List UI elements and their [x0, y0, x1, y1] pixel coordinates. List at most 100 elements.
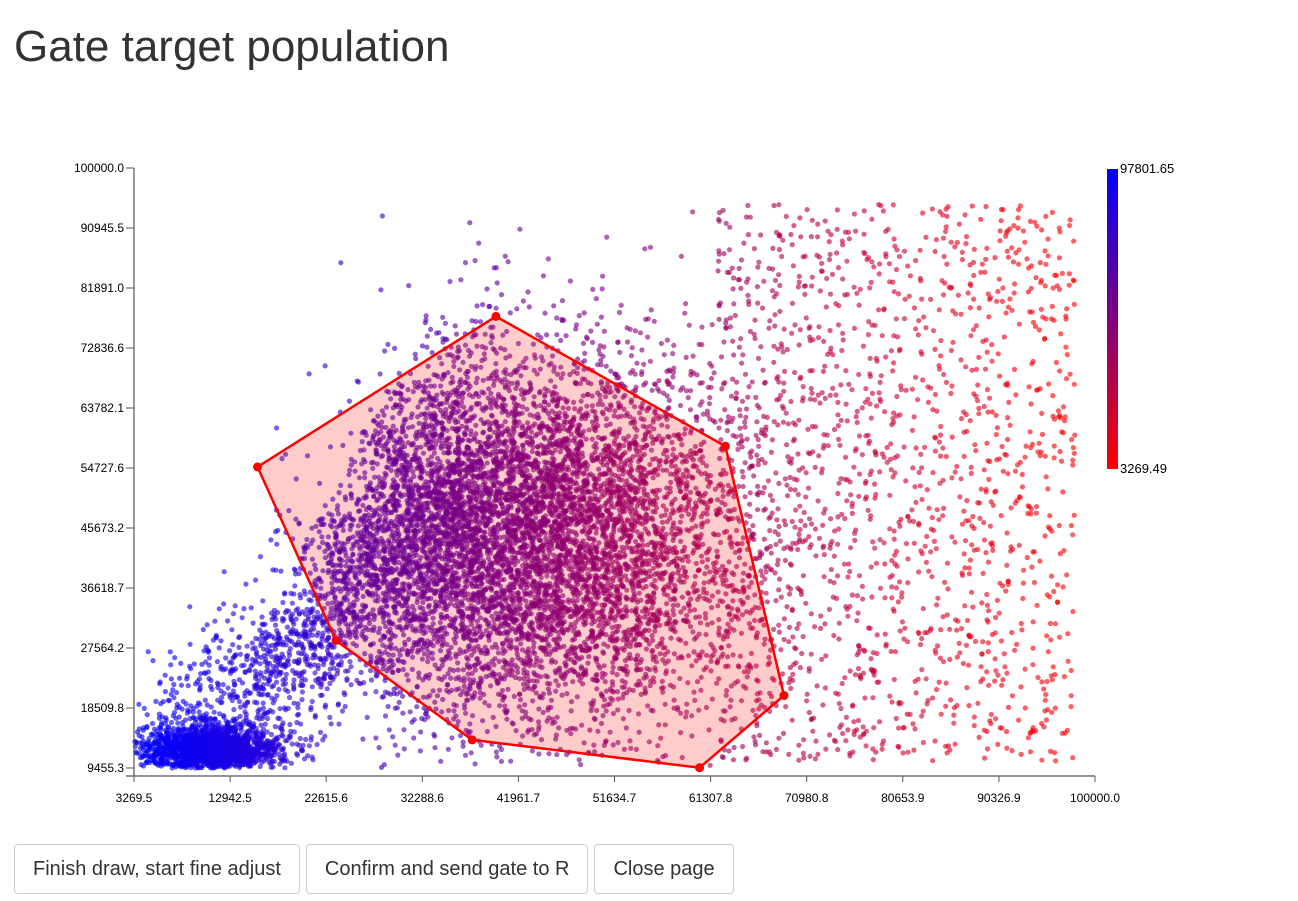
- scatter-point: [828, 566, 835, 573]
- scatter-point: [162, 721, 168, 727]
- scatter-point: [236, 644, 242, 651]
- scatter-point: [153, 698, 159, 705]
- scatter-point: [231, 733, 237, 739]
- scatter-point: [270, 668, 276, 674]
- scatter-point: [176, 727, 182, 734]
- scatter-point: [755, 355, 762, 361]
- scatter-point: [238, 755, 244, 761]
- scatter-point: [274, 693, 280, 699]
- scatter-point: [229, 754, 235, 760]
- scatter-point: [144, 712, 150, 718]
- scatter-point: [291, 621, 297, 627]
- scatter-point: [194, 678, 201, 685]
- scatter-point: [690, 209, 696, 215]
- scatter-point: [225, 618, 231, 624]
- scatter-point: [272, 612, 278, 618]
- scatter-point: [273, 653, 279, 659]
- scatter-point: [294, 741, 300, 747]
- scatter-point: [178, 660, 184, 667]
- scatter-point: [194, 703, 200, 709]
- scatter-point: [160, 762, 166, 768]
- scatter-point: [267, 677, 273, 684]
- scatter-point: [227, 648, 233, 654]
- scatter-point: [280, 654, 286, 660]
- scatter-point: [647, 358, 654, 364]
- scatter-point: [356, 680, 362, 686]
- scatter-point: [164, 728, 170, 735]
- scatter-point: [287, 638, 293, 644]
- scatter-point: [604, 234, 610, 240]
- scatter-point: [202, 670, 209, 677]
- scatter-point: [200, 626, 206, 633]
- scatter-point: [232, 603, 238, 609]
- scatter-point: [280, 745, 286, 752]
- scatter-point: [774, 517, 780, 523]
- scatter-point: [262, 675, 268, 681]
- scatter-point: [171, 695, 177, 701]
- scatter-point: [670, 374, 676, 380]
- scatter-point: [317, 729, 324, 736]
- scatter-point: [302, 756, 308, 762]
- scatter-point: [218, 733, 224, 739]
- scatter-point: [137, 745, 144, 752]
- scatter-point: [158, 733, 165, 739]
- scatter-point: [230, 611, 236, 617]
- scatter-point: [419, 343, 425, 349]
- scatter-point: [286, 652, 293, 658]
- scatter-point: [322, 733, 328, 739]
- scatter-point: [171, 762, 177, 768]
- scatter-point: [306, 743, 312, 749]
- scatter-point: [648, 307, 654, 313]
- scatter-point: [253, 635, 259, 642]
- scatter-point: [283, 671, 289, 677]
- scatter-point: [277, 706, 283, 712]
- scatter-point: [291, 686, 297, 692]
- scatter-point: [255, 708, 261, 714]
- scatter-point: [253, 683, 259, 689]
- scatter-point: [171, 709, 178, 716]
- scatter-point: [174, 701, 180, 708]
- scatter-point: [264, 715, 271, 722]
- scatter-point: [161, 743, 167, 749]
- scatter-point: [462, 752, 469, 758]
- scatter-point: [215, 697, 221, 703]
- scatter-point: [274, 736, 280, 742]
- scatter-point: [598, 314, 605, 320]
- scatter-point: [328, 721, 334, 727]
- scatter-point: [238, 704, 244, 710]
- scatter-point: [743, 406, 750, 412]
- scatter-point: [294, 719, 300, 726]
- scatter-point: [157, 679, 163, 685]
- scatter-point: [170, 731, 176, 737]
- scatter-point: [212, 717, 218, 723]
- scatter-point: [280, 642, 286, 648]
- scatter-point: [136, 726, 142, 732]
- scatter-point: [282, 705, 288, 711]
- scatter-point: [180, 736, 186, 742]
- scatter-point: [291, 677, 297, 683]
- scatter-point: [168, 676, 174, 682]
- scatter-point: [243, 581, 249, 587]
- scatter-point: [179, 706, 185, 712]
- scatter-point: [216, 606, 222, 612]
- scatter-point: [276, 751, 282, 757]
- scatter-point: [319, 681, 325, 687]
- scatter-point: [222, 666, 229, 672]
- scatter-point: [225, 685, 231, 691]
- scatter-point: [751, 473, 757, 479]
- scatter-point: [312, 670, 318, 676]
- scatter-point: [220, 682, 226, 688]
- scatter-point: [260, 740, 266, 746]
- scatter-point: [214, 659, 220, 665]
- scatter-point: [601, 328, 608, 334]
- scatter-point: [187, 742, 193, 748]
- scatter-point: [253, 577, 259, 583]
- scatter-point: [209, 731, 215, 737]
- scatter-point: [241, 606, 247, 612]
- scatter-point: [221, 690, 227, 696]
- scatter-point: [315, 662, 321, 669]
- scatter-point: [274, 541, 280, 547]
- scatter-point: [265, 667, 271, 673]
- scatter-point: [264, 756, 270, 762]
